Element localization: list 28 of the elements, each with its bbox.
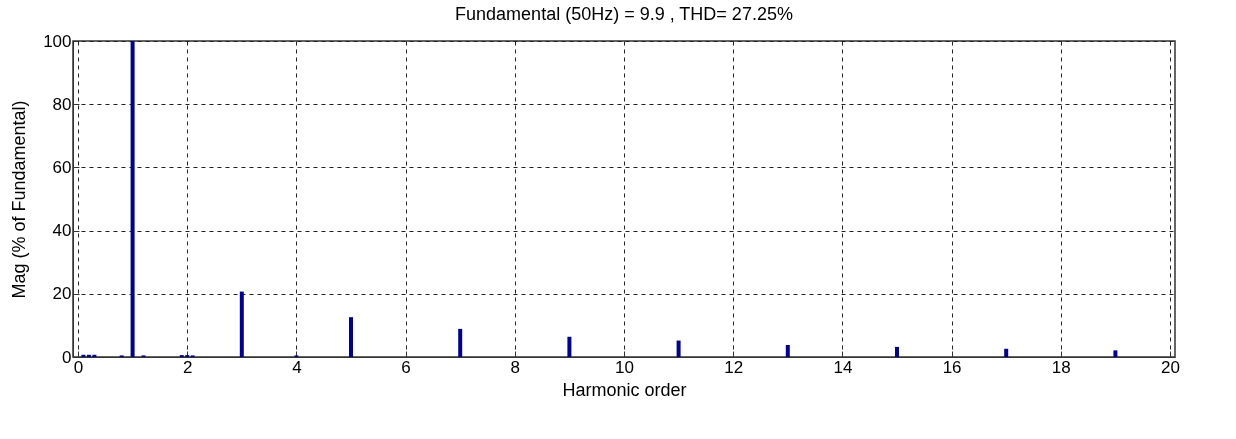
bar	[895, 346, 899, 357]
y-axis-title: Mag (% of Fundamental)	[9, 100, 30, 299]
x-tick-label: 4	[292, 357, 302, 377]
bar	[349, 317, 353, 357]
y-tick-label: 100	[43, 31, 72, 51]
bar	[239, 291, 244, 357]
y-tick-label: 20	[52, 284, 72, 304]
x-tick-label: 2	[182, 357, 193, 377]
x-tick-label: 18	[1051, 357, 1071, 377]
x-tick-label: 16	[942, 357, 962, 377]
bar	[785, 344, 790, 357]
bar	[1113, 350, 1118, 357]
bar	[567, 336, 572, 357]
x-tick-label: 12	[724, 357, 744, 377]
y-tick-label: 60	[52, 157, 72, 177]
y-tick-label: 40	[52, 221, 72, 241]
y-tick-label: 80	[52, 94, 72, 114]
x-tick-label: 6	[401, 357, 411, 377]
x-tick-label: 8	[510, 357, 521, 377]
bar	[458, 328, 463, 357]
x-tick-label: 14	[833, 357, 853, 377]
bar	[1004, 348, 1009, 357]
chart-title: Fundamental (50Hz) = 9.9 , THD= 27.25%	[455, 4, 793, 24]
bar	[130, 41, 135, 357]
x-tick-label: 20	[1161, 357, 1180, 377]
bar	[676, 340, 681, 357]
x-axis-title: Harmonic order	[562, 379, 687, 400]
x-tick-label: 10	[615, 357, 634, 377]
